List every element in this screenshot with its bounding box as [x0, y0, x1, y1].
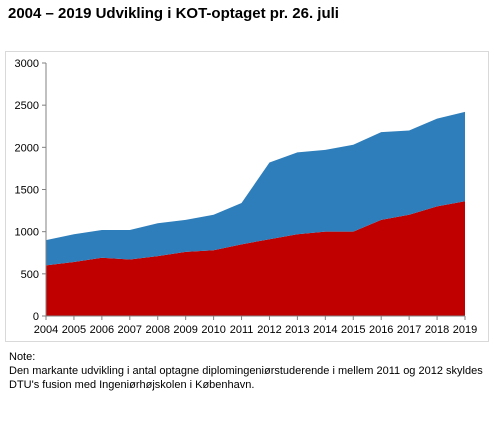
x-tick-label: 2004 — [34, 324, 58, 336]
y-tick-label: 0 — [33, 311, 39, 323]
x-tick-label: 2009 — [173, 324, 197, 336]
x-tick-label: 2013 — [285, 324, 309, 336]
chart-title: 2004 – 2019 Udvikling i KOT-optaget pr. … — [8, 5, 339, 22]
y-tick-labels: 0 500 1000 1500 2000 2500 3000 — [15, 58, 46, 323]
x-tick-label: 2011 — [230, 324, 254, 336]
y-tick-label: 1500 — [15, 185, 39, 197]
note-heading: Note: — [9, 351, 36, 363]
area-series-2 — [46, 111, 465, 266]
x-tick-label: 2016 — [369, 324, 393, 336]
y-tick-label: 500 — [21, 269, 39, 281]
chart-areas — [46, 111, 465, 316]
y-tick-label: 3000 — [15, 58, 39, 70]
y-tick-label: 1000 — [15, 227, 39, 239]
x-tick-labels: 2004 2005 2006 2007 2008 2009 2010 2011 2012 2013… — [34, 316, 477, 336]
x-tick-label: 2006 — [90, 324, 114, 336]
x-tick-label: 2014 — [313, 324, 337, 336]
chart-frame — [5, 51, 489, 342]
x-tick-label: 2010 — [201, 324, 225, 336]
note-text: Den markante udvikling i antal optagne d… — [9, 365, 483, 391]
x-tick-label: 2007 — [118, 324, 142, 336]
x-tick-label: 2015 — [341, 324, 365, 336]
x-tick-label: 2008 — [145, 324, 169, 336]
y-tick-label: 2500 — [15, 100, 39, 112]
y-tick-label: 2000 — [15, 142, 39, 154]
area-series-1 — [46, 201, 465, 316]
x-tick-label: 2018 — [425, 324, 449, 336]
x-tick-label: 2005 — [62, 324, 86, 336]
x-tick-label: 2017 — [397, 324, 421, 336]
x-tick-label: 2012 — [257, 324, 281, 336]
x-tick-label: 2019 — [453, 324, 477, 336]
